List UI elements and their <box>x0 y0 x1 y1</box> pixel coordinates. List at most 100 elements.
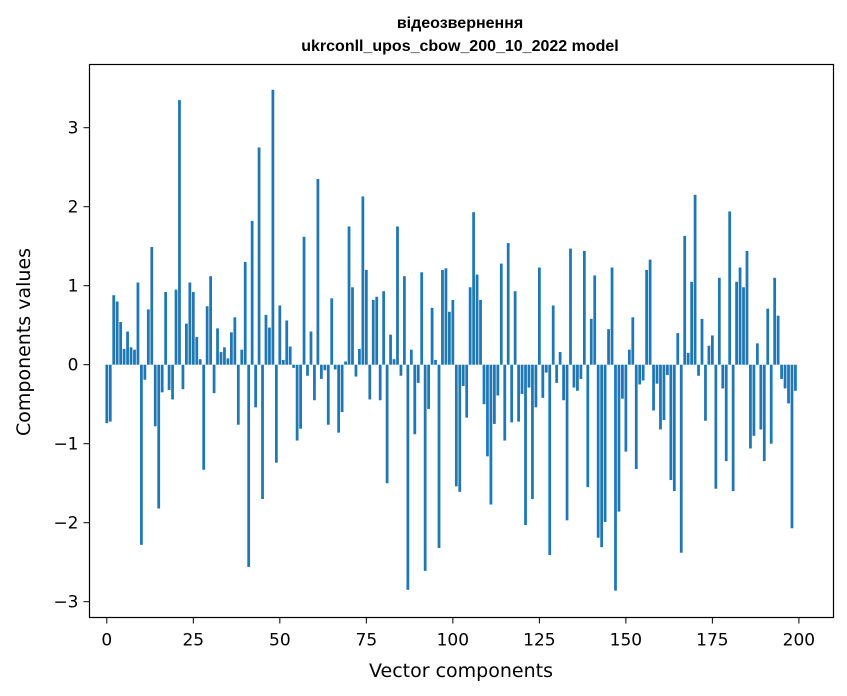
bar-159 <box>655 364 659 384</box>
bar-98 <box>444 268 448 365</box>
bar-6 <box>126 331 129 365</box>
x-tick-label-150: 150 <box>610 631 642 651</box>
bar-20 <box>174 289 178 365</box>
bar-121 <box>524 364 527 526</box>
bar-144 <box>603 364 607 522</box>
bar-44 <box>257 147 261 365</box>
x-tick-label-25: 25 <box>182 631 204 651</box>
bar-30 <box>209 276 212 365</box>
bar-147 <box>614 364 617 591</box>
bar-102 <box>458 364 462 492</box>
bar-31 <box>212 364 216 394</box>
bar-5 <box>122 348 126 365</box>
bar-191 <box>766 308 770 365</box>
bar-135 <box>572 364 576 388</box>
bar-157 <box>648 259 652 365</box>
bar-148 <box>617 364 621 512</box>
bar-145 <box>607 329 610 365</box>
bar-25 <box>191 292 195 365</box>
bar-3 <box>115 301 119 365</box>
bar-72 <box>354 364 358 377</box>
bar-39 <box>240 349 244 365</box>
bar-99 <box>448 311 451 365</box>
bar-12 <box>146 309 150 365</box>
bar-24 <box>188 282 192 365</box>
bar-36 <box>229 332 233 365</box>
bar-65 <box>330 298 334 365</box>
bar-79 <box>378 364 382 401</box>
bar-37 <box>233 317 237 365</box>
y-tick-label-0: 0 <box>68 356 79 376</box>
bar-192 <box>769 364 773 444</box>
bar-193 <box>773 277 777 365</box>
bar-199 <box>794 364 797 391</box>
bar-15 <box>157 364 161 509</box>
bar-128 <box>548 364 552 556</box>
bar-43 <box>254 364 257 408</box>
bar-67 <box>337 364 341 433</box>
bar-40 <box>243 262 247 365</box>
bar-68 <box>340 364 344 413</box>
bar-166 <box>679 364 683 553</box>
bar-17 <box>164 292 168 365</box>
bar-series <box>105 89 797 591</box>
bar-109 <box>482 364 486 405</box>
bar-52 <box>285 320 289 365</box>
bar-59 <box>309 331 313 365</box>
bar-172 <box>700 318 704 365</box>
bar-63 <box>323 364 327 371</box>
bar-155 <box>641 364 645 381</box>
bar-82 <box>389 334 392 365</box>
bar-61 <box>316 179 320 365</box>
bar-131 <box>558 352 562 365</box>
bar-198 <box>790 364 794 529</box>
bar-101 <box>454 364 458 487</box>
bar-127 <box>544 364 548 373</box>
y-axis-label: Components values <box>13 248 35 436</box>
bar-9 <box>136 282 140 365</box>
bar-171 <box>697 364 700 376</box>
bar-197 <box>787 364 790 404</box>
bar-77 <box>371 299 375 365</box>
bar-156 <box>645 269 649 365</box>
bar-134 <box>569 248 572 365</box>
bar-2 <box>112 295 116 365</box>
y-tick-label-1: 1 <box>68 277 79 297</box>
bar-95 <box>434 359 437 365</box>
chart-title-line2: ukrconll_upos_cbow_200_10_2022 model <box>301 38 618 55</box>
bar-62 <box>319 364 323 379</box>
plot-area-frame <box>88 63 835 619</box>
bar-113 <box>496 364 500 396</box>
bar-118 <box>513 291 517 365</box>
x-tick-label-75: 75 <box>356 631 378 651</box>
bar-58 <box>306 364 309 376</box>
bar-149 <box>621 364 624 399</box>
bar-140 <box>589 318 593 365</box>
bar-124 <box>534 364 538 408</box>
bar-180 <box>728 211 732 365</box>
bar-190 <box>762 364 766 462</box>
y-tick-label--3: −3 <box>53 593 78 613</box>
y-tick-label--2: −2 <box>53 514 78 534</box>
bar-47 <box>268 327 271 365</box>
bar-167 <box>683 235 687 365</box>
bar-105 <box>468 287 472 365</box>
bar-189 <box>759 364 763 430</box>
bar-13 <box>150 246 154 365</box>
bar-38 <box>236 364 240 425</box>
bar-81 <box>385 364 389 484</box>
bar-111 <box>489 364 493 505</box>
bar-57 <box>302 236 306 365</box>
bar-73 <box>358 348 361 365</box>
bar-152 <box>631 317 635 365</box>
bar-10 <box>140 364 143 545</box>
bar-16 <box>160 364 164 393</box>
bar-160 <box>659 364 662 430</box>
bar-184 <box>742 287 745 365</box>
bar-188 <box>755 343 759 365</box>
bar-22 <box>181 364 185 390</box>
bar-55 <box>295 364 299 441</box>
bar-89 <box>413 364 417 435</box>
bar-91 <box>420 272 424 365</box>
